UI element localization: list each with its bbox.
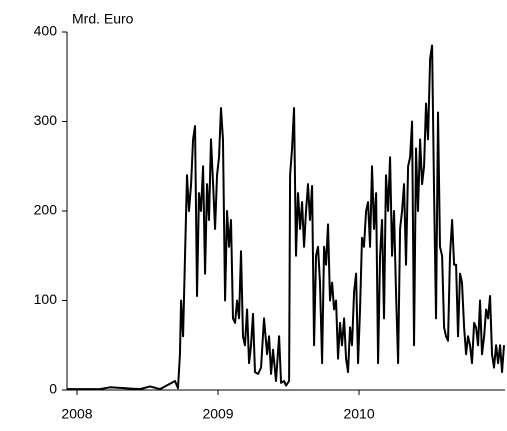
x-tick-label: 2008 [61, 406, 92, 422]
y-axis-label: Mrd. Euro [72, 11, 134, 27]
y-tick-label: 0 [49, 381, 57, 397]
y-tick-label: 300 [34, 112, 58, 128]
data-line [67, 44, 506, 391]
y-tick-label: 100 [34, 291, 58, 307]
y-tick-label: 400 [34, 23, 58, 39]
y-tick-label: 200 [34, 202, 58, 218]
x-tick-label: 2009 [202, 406, 233, 422]
x-tick-label: 2010 [343, 406, 374, 422]
